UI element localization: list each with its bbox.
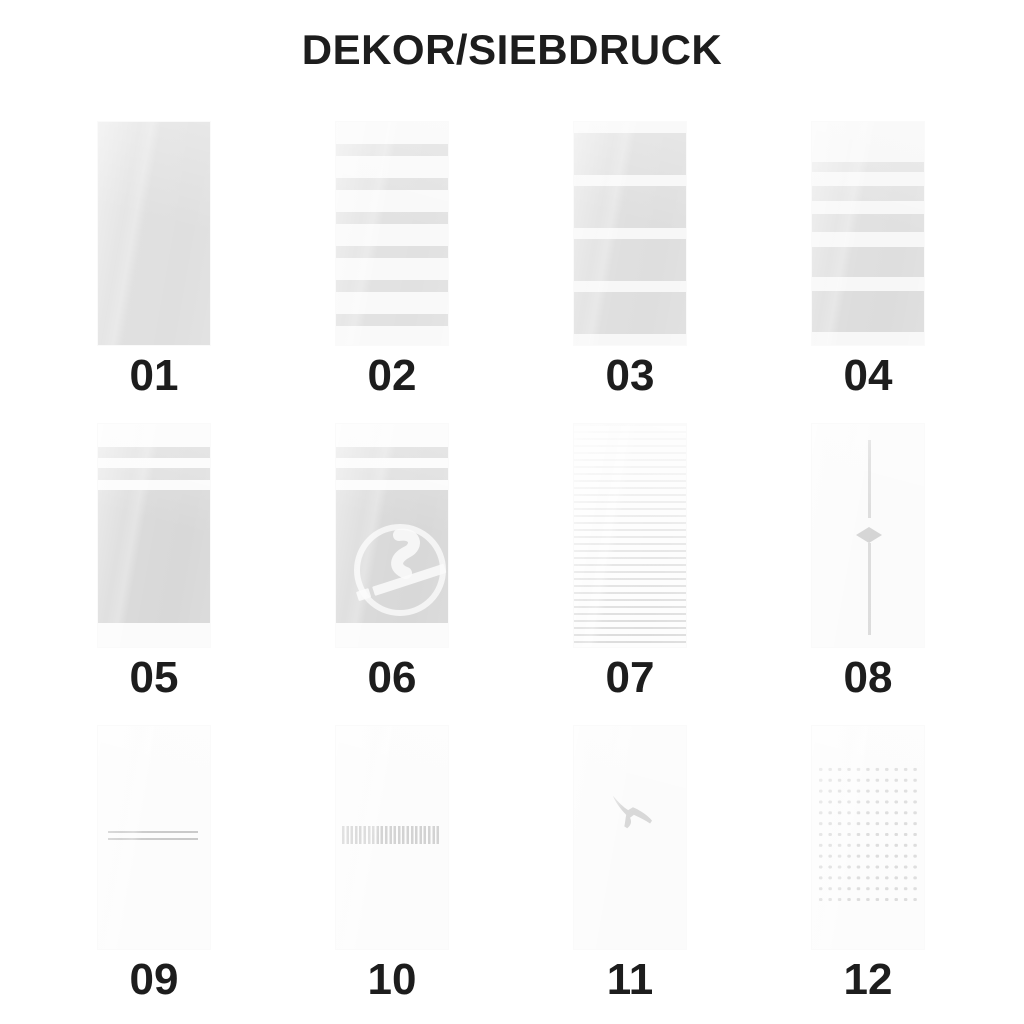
sample-number-11: 11 [606, 955, 654, 1004]
sample-number-12: 12 [843, 955, 893, 1004]
sample-tile-02: 02 [336, 122, 448, 398]
sample-tile-01: 01 [98, 122, 210, 398]
bird-silhouette-icon [612, 795, 652, 829]
sample-number-02: 02 [367, 351, 417, 400]
samples-grid: 01 02 03 04 05 [98, 122, 924, 1002]
tick-row [342, 826, 440, 844]
smoking-area-icon [354, 524, 447, 616]
glass-panel-02-stripes [336, 122, 448, 345]
page-title: DEKOR/SIEBDRUCK [301, 26, 723, 73]
hairline-top [108, 831, 198, 833]
glass-panel-03-wide-bands [574, 122, 686, 345]
glass-panel-05-stripes-field [98, 424, 210, 647]
glass-gloss-overlay [812, 122, 924, 345]
glass-panel-08-line-diamond [812, 424, 924, 647]
hairline-bottom [108, 838, 198, 840]
glass-gloss-overlay [574, 726, 686, 949]
sample-number-09: 09 [129, 955, 179, 1004]
dot-grid [816, 764, 920, 905]
sample-number-05: 05 [129, 653, 179, 702]
glass-panel-07-fine-lines [574, 424, 686, 647]
sample-tile-06: 06 [336, 424, 448, 700]
glass-gloss-overlay [574, 424, 686, 647]
sample-tile-10: 10 [336, 726, 448, 1002]
glass-panel-12-dot-grid [812, 726, 924, 949]
sample-number-07: 07 [605, 653, 655, 702]
glass-gloss-overlay [574, 122, 686, 345]
glass-panel-06-smoking-area [336, 424, 448, 647]
vertical-line-upper-segment [868, 440, 871, 518]
sample-number-08: 08 [843, 653, 893, 702]
glass-gloss-overlay [98, 424, 210, 647]
sample-number-04: 04 [843, 351, 893, 400]
glass-panel-04-graduated-stripes [812, 122, 924, 345]
sample-number-10: 10 [367, 955, 417, 1004]
sample-number-06: 06 [367, 653, 417, 702]
sample-tile-11: 11 [574, 726, 686, 1002]
glass-panel-10-tick-band [336, 726, 448, 949]
sample-tile-03: 03 [574, 122, 686, 398]
sample-tile-07: 07 [574, 424, 686, 700]
glass-panel-09-double-hairline [98, 726, 210, 949]
diamond-ornament [856, 527, 882, 543]
glass-panel-01-frosted [98, 122, 210, 345]
sample-tile-04: 04 [812, 122, 924, 398]
sample-number-01: 01 [129, 351, 179, 400]
vertical-line-lower-segment [868, 543, 871, 635]
glass-panel-11-bird [574, 726, 686, 949]
glass-gloss-overlay [336, 122, 448, 345]
sample-tile-05: 05 [98, 424, 210, 700]
sample-tile-09: 09 [98, 726, 210, 1002]
glass-gloss-overlay [98, 122, 210, 345]
sample-tile-08: 08 [812, 424, 924, 700]
sample-number-03: 03 [605, 351, 655, 400]
sample-tile-12: 12 [812, 726, 924, 1002]
